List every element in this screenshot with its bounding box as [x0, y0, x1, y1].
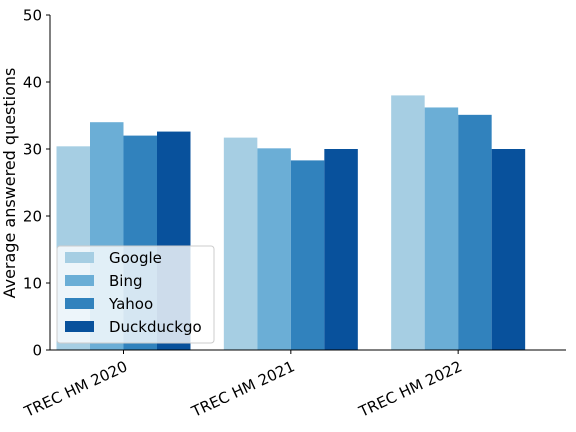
- legend-box: [56, 245, 215, 344]
- y-tick-label: 10: [23, 275, 42, 293]
- bar-yahoo-3: [458, 114, 492, 350]
- legend-label-bing: Bing: [109, 272, 143, 290]
- y-tick-label: 20: [23, 208, 42, 226]
- y-tick-label: 40: [23, 74, 42, 92]
- bar-bing-3: [424, 107, 459, 351]
- x-tick-label: TREC HM 2021: [188, 357, 298, 421]
- x-tick-label: TREC HM 2020: [21, 357, 131, 421]
- x-tick-label: TREC HM 2022: [355, 357, 465, 421]
- y-axis-label: Average answered questions: [0, 68, 19, 299]
- bar-google-3: [391, 95, 425, 351]
- legend-swatch-duckduckgo: [65, 321, 94, 332]
- legend-label-duckduckgo: Duckduckgo: [109, 318, 202, 336]
- bar-duckduckgo-3: [491, 149, 526, 350]
- bar-bing-2: [257, 148, 291, 350]
- legend-swatch-yahoo: [65, 298, 94, 309]
- legend-swatch-bing: [65, 275, 94, 286]
- bar-yahoo-2: [290, 160, 325, 350]
- y-tick-label: 30: [23, 141, 42, 159]
- y-tick-label: 50: [23, 7, 42, 25]
- legend: Google Bing Yahoo Duckduckgo: [56, 245, 215, 344]
- legend-label-google: Google: [109, 249, 162, 267]
- y-tick-label: 0: [32, 342, 42, 360]
- legend-label-yahoo: Yahoo: [108, 295, 153, 313]
- bar-google-2: [223, 137, 258, 350]
- bar-duckduckgo-2: [324, 149, 358, 350]
- legend-swatch-google: [65, 252, 94, 263]
- bars-layer: [56, 95, 526, 351]
